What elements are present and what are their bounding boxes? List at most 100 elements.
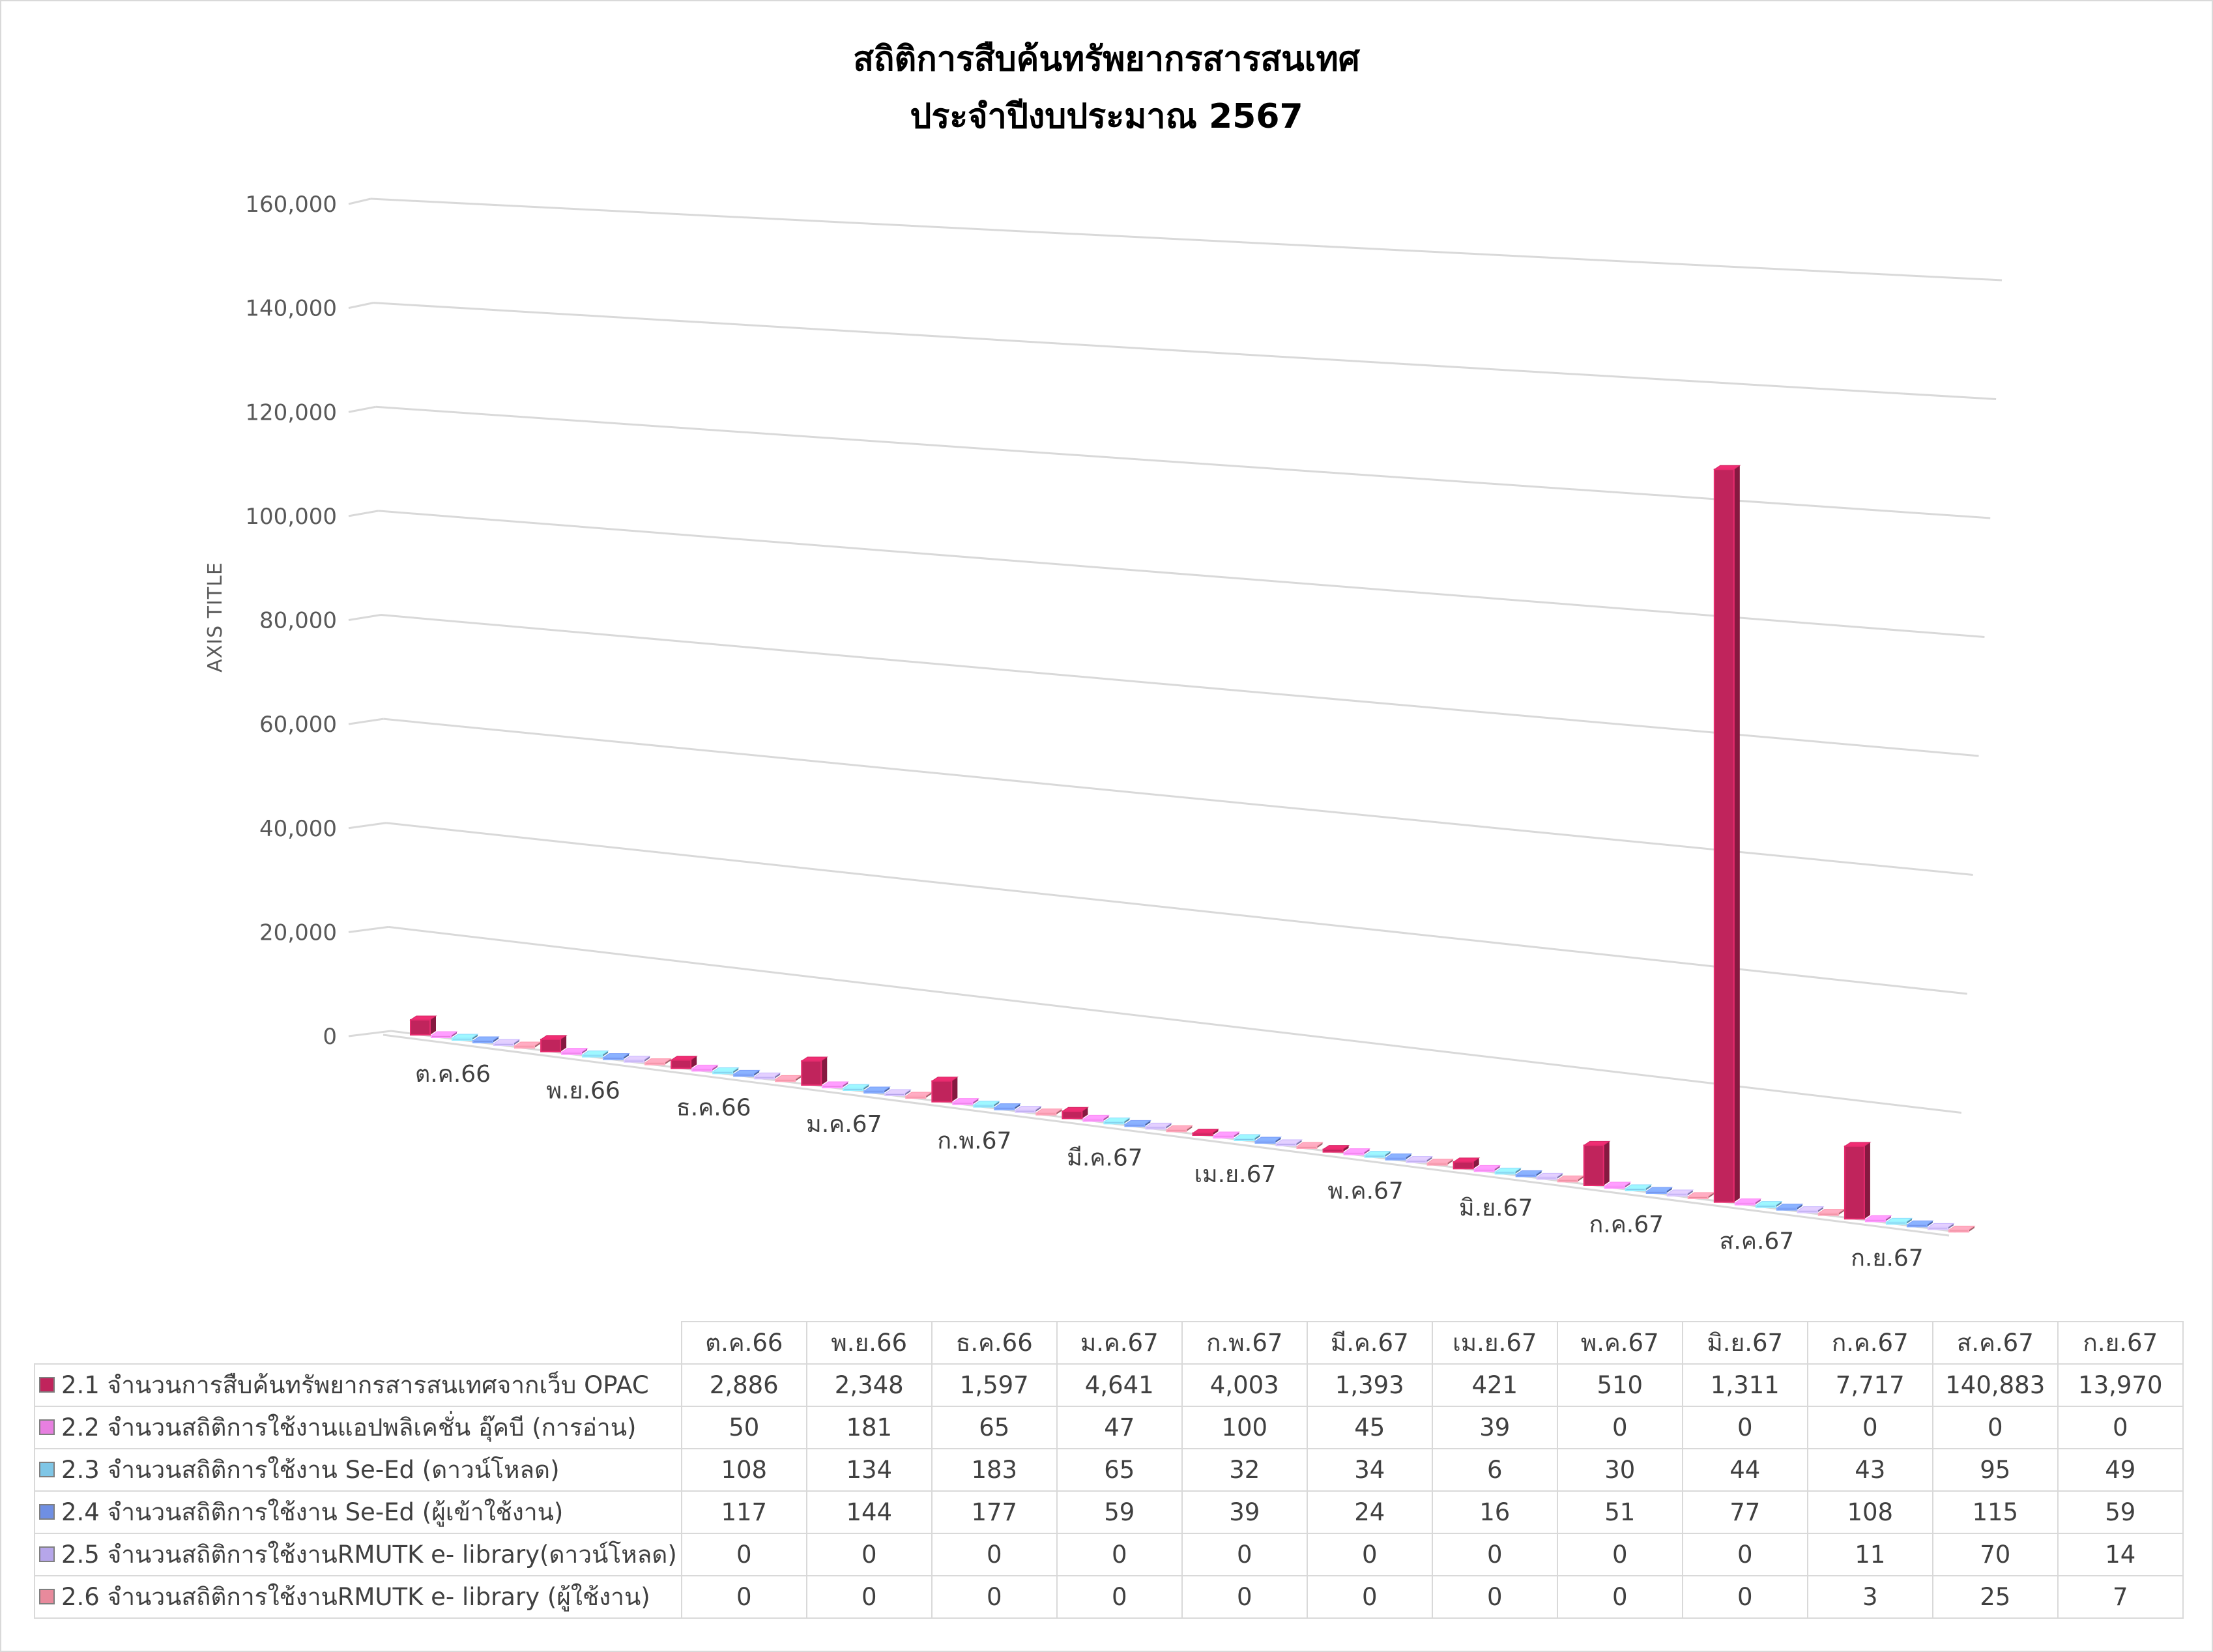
bar-4-5 (993, 1103, 1021, 1110)
bar-3-11 (1755, 1201, 1783, 1208)
bar-5-6 (1144, 1122, 1173, 1130)
table-cell: 0 (1681, 1533, 1808, 1576)
category-label: ก.พ.67 (937, 1128, 1011, 1155)
table-cell: 32 (1181, 1448, 1308, 1492)
month-header: พ.ย.66 (805, 1321, 933, 1365)
series-name: 2.5 จำนวนสถิติการใช้งานRMUTK e- library(… (34, 1533, 682, 1576)
bar-6-3 (774, 1075, 802, 1082)
gridline (381, 614, 1979, 757)
table-cell: 108 (680, 1448, 807, 1492)
bar-2-10 (1604, 1181, 1632, 1189)
table-cell: 0 (1556, 1575, 1683, 1619)
bar-4-1 (472, 1036, 500, 1043)
series-row: 2.1 จำนวนการสืบค้นทรัพยากรสารสนเทศจากเว็… (34, 1363, 2184, 1407)
month-header: ธ.ค.66 (931, 1321, 1058, 1365)
series-name: 2.6 จำนวนสถิติการใช้งานRMUTK e- library … (34, 1575, 682, 1619)
table-cell: 1,393 (1306, 1363, 1433, 1407)
bar-3-9 (1494, 1167, 1522, 1175)
bar-2-7 (1212, 1131, 1241, 1138)
table-cell: 13,970 (2057, 1363, 2184, 1407)
gridline (370, 197, 2003, 282)
data-table: ต.ค.66 พ.ย.66 ธ.ค.66 ม.ค.67 ก.พ.67 มี.ค.… (34, 1321, 2184, 1619)
bar-1-11 (1713, 465, 1741, 1203)
table-cell: 144 (805, 1490, 933, 1534)
floor-edge (383, 1034, 1950, 1237)
gridline-depth (348, 1030, 392, 1037)
series-label: 2.6 จำนวนสถิติการใช้งานRMUTK e- library … (61, 1583, 650, 1611)
bar-6-4 (904, 1092, 933, 1099)
x-axis-categories: ต.ค.66 พ.ย.66 ธ.ค.66 ม.ค.67 ก.พ.67 มี.ค.67 เม.… (415, 1061, 1924, 1271)
series-name: 2.3 จำนวนสถิติการใช้งาน Se-Ed (ดาวน์โหลด… (34, 1448, 682, 1492)
y-tick-label: 120,000 (245, 399, 337, 426)
series-name: 2.2 จำนวนสถิติการใช้งานแอปพลิเคชั่น อุ๊ค… (34, 1406, 682, 1449)
bar-4-11 (1776, 1204, 1804, 1211)
series-name: 2.1 จำนวนการสืบค้นทรัพยากรสารสนเทศจากเว็… (34, 1363, 682, 1407)
table-cell: 510 (1556, 1363, 1683, 1407)
bar-2-5 (951, 1098, 979, 1105)
chart-title-line-2: ประจำปีงบประมาณ 2567 (910, 97, 1303, 136)
y-tick-label: 100,000 (245, 504, 337, 530)
table-cell: 0 (1306, 1575, 1433, 1619)
gridline-depth (348, 925, 389, 933)
table-cell: 108 (1806, 1490, 1933, 1534)
table-cell: 49 (2057, 1448, 2184, 1492)
table-cell: 0 (1681, 1575, 1808, 1619)
category-label: พ.ย.66 (546, 1078, 620, 1105)
legend-key (39, 1588, 55, 1604)
month-header: เม.ย.67 (1431, 1321, 1558, 1365)
bar-5-12 (1927, 1223, 1955, 1230)
month-header: ส.ค.67 (1931, 1321, 2059, 1365)
series-label: 2.2 จำนวนสถิติการใช้งานแอปพลิเคชั่น อุ๊ค… (61, 1413, 637, 1442)
bar-4-7 (1254, 1137, 1282, 1144)
bar-3-6 (1103, 1117, 1131, 1125)
table-cell: 3 (1806, 1575, 1933, 1619)
bar-3-1 (451, 1034, 479, 1041)
table-cell: 177 (931, 1490, 1058, 1534)
month-header: ต.ค.66 (680, 1321, 807, 1365)
category-label: ธ.ค.66 (676, 1094, 751, 1121)
table-cell: 100 (1181, 1406, 1308, 1449)
data-table-header-row: ต.ค.66 พ.ย.66 ธ.ค.66 ม.ค.67 ก.พ.67 มี.ค.… (35, 1321, 2184, 1365)
bar-5-10 (1666, 1189, 1694, 1196)
table-cell: 0 (931, 1575, 1058, 1619)
table-cell: 7 (2057, 1575, 2184, 1619)
bar-4-3 (732, 1069, 760, 1077)
table-cell: 59 (2057, 1490, 2184, 1534)
bar-1-7 (1191, 1129, 1220, 1136)
bar-5-1 (493, 1039, 521, 1046)
series-row: 2.2 จำนวนสถิติการใช้งานแอปพลิเคชั่น อุ๊ค… (34, 1406, 2184, 1449)
bar-1-2 (540, 1035, 568, 1052)
category-label: ต.ค.66 (415, 1061, 491, 1088)
data-table-body: 2.1 จำนวนการสืบค้นทรัพยากรสารสนเทศจากเว็… (34, 1363, 2184, 1619)
series-label: 2.3 จำนวนสถิติการใช้งาน Se-Ed (ดาวน์โหลด… (61, 1456, 560, 1484)
table-cell: 134 (805, 1448, 933, 1492)
series-row: 2.6 จำนวนสถิติการใช้งานRMUTK e- library … (34, 1575, 2184, 1619)
category-label: ส.ค.67 (1719, 1228, 1794, 1255)
table-cell: 0 (1556, 1533, 1683, 1576)
gridline-depth (348, 510, 379, 517)
category-label: มี.ค.67 (1067, 1144, 1143, 1171)
bars (409, 465, 1976, 1233)
bar-1-6 (1061, 1107, 1090, 1120)
bar-1-10 (1583, 1140, 1611, 1186)
bar-1-8 (1322, 1145, 1350, 1153)
gridline (383, 717, 1973, 876)
category-label: ม.ค.67 (806, 1111, 882, 1138)
bar-4-8 (1384, 1153, 1413, 1161)
gridline (373, 302, 1997, 400)
table-cell: 70 (1931, 1533, 2059, 1576)
table-cell: 16 (1431, 1490, 1558, 1534)
bar-4-10 (1645, 1187, 1673, 1194)
bar-3-7 (1233, 1134, 1262, 1141)
bar-1-3 (670, 1056, 698, 1069)
bar-6-6 (1165, 1125, 1194, 1133)
bar-3-10 (1625, 1184, 1653, 1191)
bar-1-9 (1453, 1157, 1481, 1170)
table-cell: 0 (1306, 1533, 1433, 1576)
table-cell: 0 (2057, 1406, 2184, 1449)
series-row: 2.5 จำนวนสถิติการใช้งานRMUTK e- library(… (34, 1533, 2184, 1576)
bar-3-3 (712, 1067, 740, 1075)
table-cell: 0 (680, 1533, 807, 1576)
series-label: 2.1 จำนวนการสืบค้นทรัพยากรสารสนเทศจากเว็… (61, 1371, 649, 1399)
